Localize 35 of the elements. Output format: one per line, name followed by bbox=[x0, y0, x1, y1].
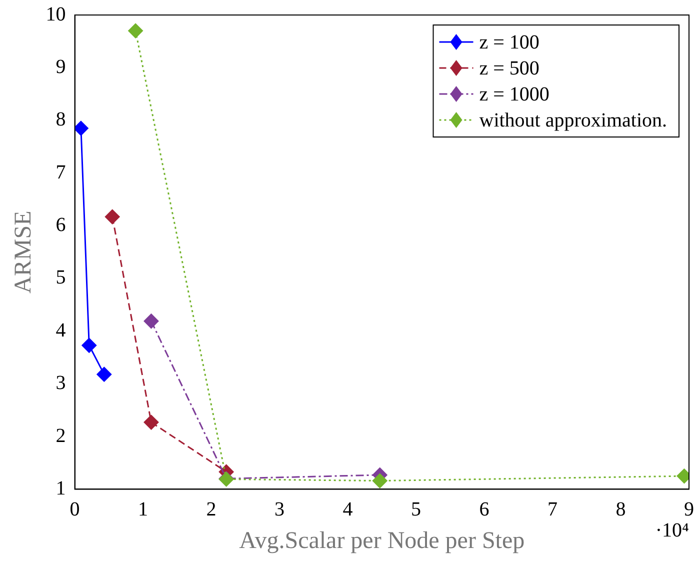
text: ·10⁴ bbox=[655, 519, 690, 542]
point bbox=[144, 414, 159, 430]
y-tick-label: 8 bbox=[56, 108, 66, 131]
x-tick-label: 6 bbox=[479, 498, 490, 520]
y-tick-label: 9 bbox=[56, 56, 66, 78]
point bbox=[372, 473, 388, 488]
y-tick-label: 1 bbox=[56, 477, 66, 500]
x-tick-label: 2 bbox=[206, 498, 216, 520]
legend-label: z = 1000 bbox=[479, 83, 550, 106]
y-tick-label: 6 bbox=[56, 214, 66, 236]
point bbox=[96, 366, 112, 382]
legend-label: without approximation. bbox=[479, 109, 668, 132]
y-tick-label: 3 bbox=[56, 372, 66, 394]
x-tick-label: 1 bbox=[138, 498, 148, 520]
y-axis-title: ARMSE bbox=[10, 210, 37, 294]
x-tick-label: 8 bbox=[616, 498, 626, 520]
x-tick-label: 5 bbox=[411, 498, 422, 520]
x-tick-label: 7 bbox=[548, 498, 558, 520]
point bbox=[74, 120, 88, 136]
point bbox=[82, 338, 97, 353]
point bbox=[104, 209, 120, 224]
x-axis-title: Avg.Scalar per Node per Step bbox=[239, 528, 525, 554]
y-tick-label: 4 bbox=[56, 319, 66, 342]
legend-label: z = 500 bbox=[479, 57, 540, 80]
x-tick-label: 9 bbox=[684, 498, 694, 520]
x-tick-label: 3 bbox=[274, 498, 285, 520]
legend-label: z = 100 bbox=[479, 31, 540, 54]
y-tick-label: 2 bbox=[56, 424, 66, 447]
y-tick-label: 5 bbox=[56, 266, 66, 289]
x-tick-label: 4 bbox=[342, 498, 353, 520]
y-tick-label: 10 bbox=[46, 3, 66, 26]
y-tick-label: 7 bbox=[56, 161, 66, 184]
point bbox=[128, 23, 144, 38]
point bbox=[144, 314, 159, 329]
x-tick-label: 0 bbox=[70, 498, 80, 520]
